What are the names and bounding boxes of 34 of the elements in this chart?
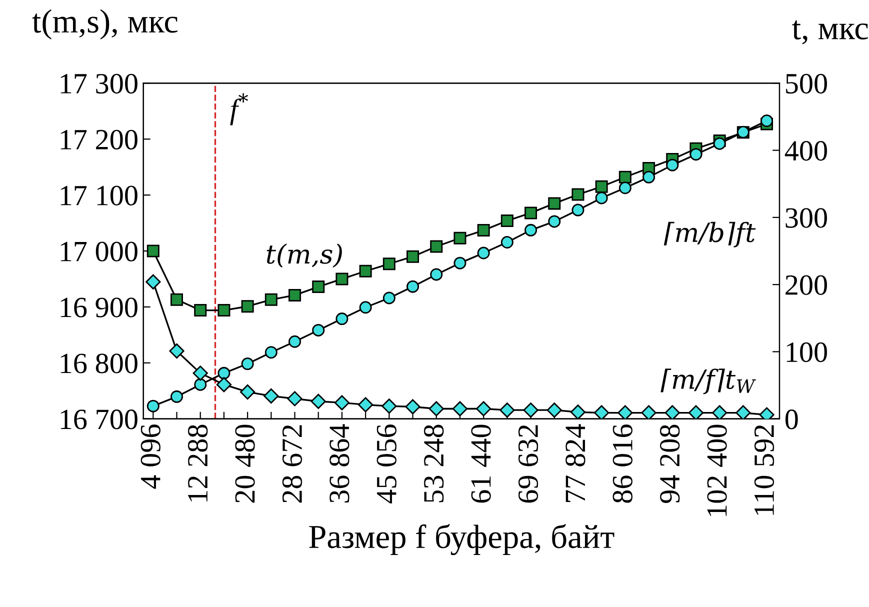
series-label: ⌈m/f⌉t$_{W}$ [660,368,756,394]
y2-tick-label: 500 [786,74,827,94]
x-tick-label: 53 248 [424,424,444,502]
x-tick-label: 45 056 [376,424,396,504]
y2-tick-label: 100 [786,342,827,362]
y-tick-label: 17 200 [60,130,138,150]
y-tick-label: 17 100 [60,186,138,206]
x-tick-label: 69 632 [518,425,538,503]
y-tick-label: 17 000 [60,242,138,262]
x-tick-label: 94 208 [660,424,680,503]
series-label: ⌈m/b⌉ft [664,222,756,248]
y-tick-label: 16 700 [60,410,138,430]
y-tick-label: 17 300 [60,74,138,94]
y2-tick-label: 400 [784,141,827,161]
x-tick-label: 4 096 [140,424,160,489]
y2-axis-title: t, мкс [792,20,868,44]
y2-tick-label: 0 [785,410,798,430]
x-tick-label: 28 672 [282,425,302,503]
x-tick-label: 110 592 [754,425,774,515]
series-label: t(m,s) [266,243,342,268]
x-tick-label: 77 824 [566,424,586,502]
y-axis-title: t(m,s), мкс [32,9,178,40]
y-tick-label: 16 900 [60,298,138,318]
x-tick-label: 20 480 [235,424,255,503]
x-tick-label: 102 400 [707,424,727,516]
y2-tick-label: 300 [786,208,827,228]
x-tick-label: 61 440 [471,424,491,503]
y2-tick-label: 200 [786,275,827,295]
x-axis-title: Размер f буфера, байт [309,524,614,556]
ref-line-label: f$^{*}$ [230,93,248,126]
x-tick-label: 12 288 [188,424,208,502]
y-tick-label: 16 800 [60,354,138,374]
x-tick-label: 86 016 [612,424,632,503]
x-tick-label: 36 864 [330,424,350,503]
